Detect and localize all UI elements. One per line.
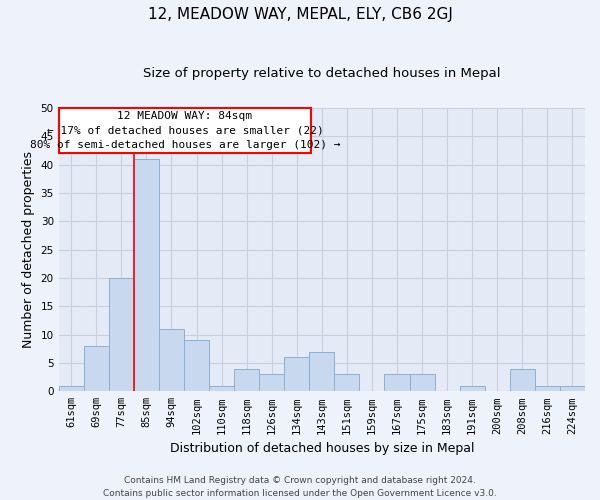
Bar xyxy=(59,386,84,392)
Bar xyxy=(84,346,109,392)
Bar xyxy=(560,386,585,392)
Bar xyxy=(309,352,334,392)
Title: Size of property relative to detached houses in Mepal: Size of property relative to detached ho… xyxy=(143,68,500,80)
Bar xyxy=(159,329,184,392)
Bar xyxy=(460,386,485,392)
Text: Contains HM Land Registry data © Crown copyright and database right 2024.
Contai: Contains HM Land Registry data © Crown c… xyxy=(103,476,497,498)
Bar xyxy=(535,386,560,392)
Text: 12, MEADOW WAY, MEPAL, ELY, CB6 2GJ: 12, MEADOW WAY, MEPAL, ELY, CB6 2GJ xyxy=(148,8,452,22)
Bar xyxy=(334,374,359,392)
Y-axis label: Number of detached properties: Number of detached properties xyxy=(22,151,35,348)
Bar xyxy=(259,374,284,392)
Bar xyxy=(209,386,234,392)
Bar xyxy=(510,368,535,392)
Bar xyxy=(109,278,134,392)
Bar xyxy=(234,368,259,392)
Bar xyxy=(184,340,209,392)
Text: 12 MEADOW WAY: 84sqm
← 17% of detached houses are smaller (22)
80% of semi-detac: 12 MEADOW WAY: 84sqm ← 17% of detached h… xyxy=(30,112,340,150)
Bar xyxy=(284,358,309,392)
Bar xyxy=(410,374,434,392)
Bar xyxy=(385,374,410,392)
Bar xyxy=(134,159,159,392)
FancyBboxPatch shape xyxy=(59,108,311,154)
X-axis label: Distribution of detached houses by size in Mepal: Distribution of detached houses by size … xyxy=(170,442,474,455)
